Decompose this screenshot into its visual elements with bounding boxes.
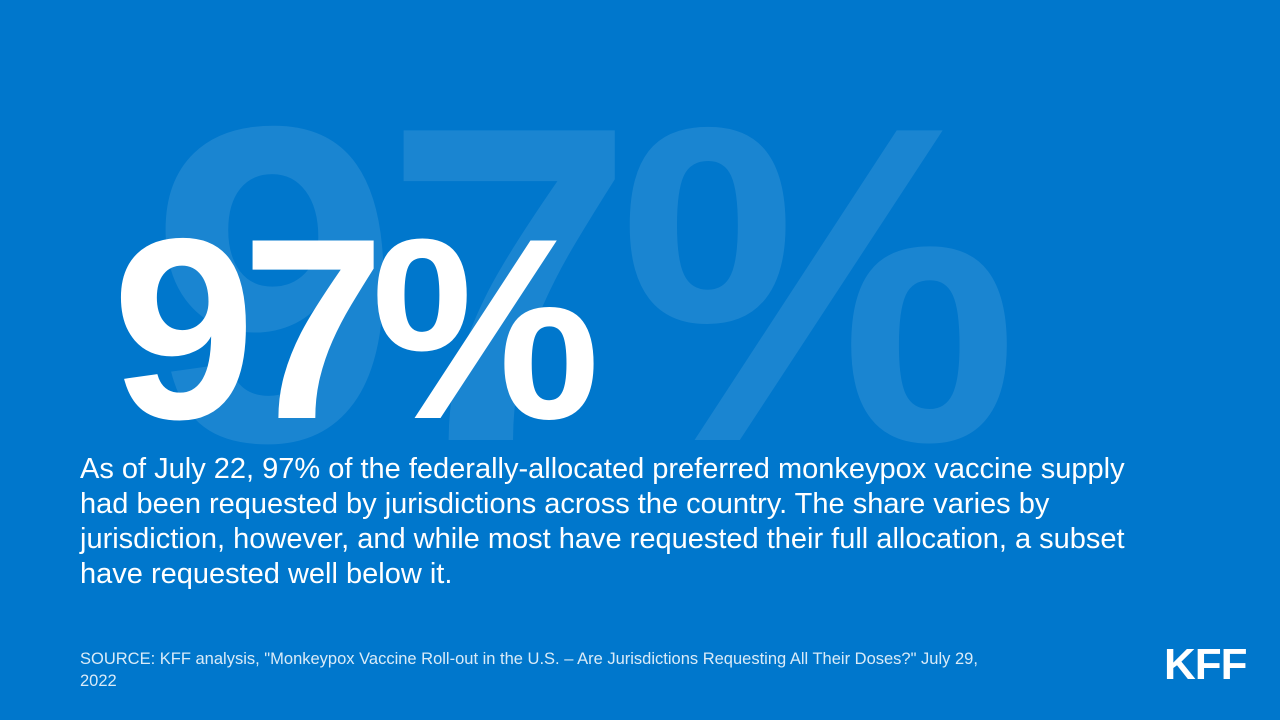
stat-description: As of July 22, 97% of the federally-allo… [80, 453, 1125, 590]
hero-stat-value: 97% [112, 184, 600, 473]
source-citation: SOURCE: KFF analysis, "Monkeypox Vaccine… [80, 650, 978, 690]
kff-logo: KFF [1164, 640, 1248, 689]
background-watermark-stat: 97% [150, 34, 1019, 536]
